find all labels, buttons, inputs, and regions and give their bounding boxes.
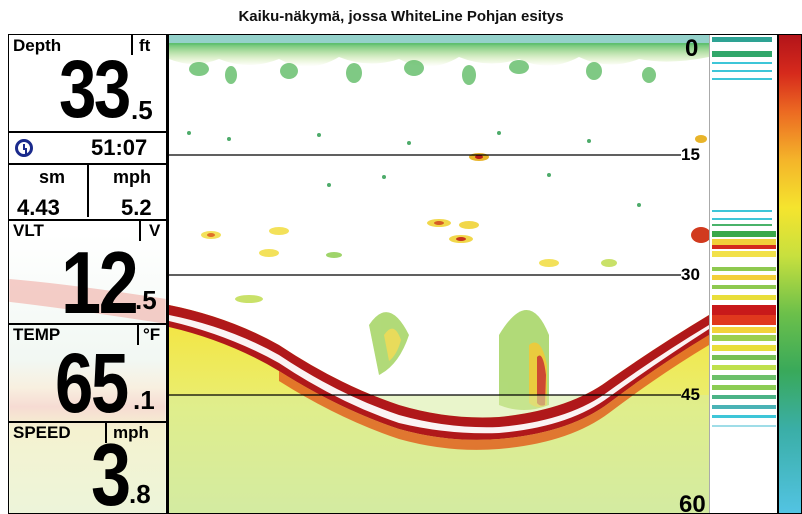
- sonar-chart: [169, 35, 709, 513]
- divider: [9, 163, 166, 165]
- time-value: 51:07: [91, 135, 148, 160]
- divider: [9, 323, 166, 325]
- surface-clutter: [169, 43, 709, 67]
- fish-arches: [201, 135, 709, 303]
- depth-tick-60: 60: [679, 491, 706, 514]
- voltage-unit: V: [149, 221, 161, 240]
- depth-tick-0: 0: [685, 35, 699, 62]
- speed-value: 3: [91, 425, 131, 514]
- speed-label: SPEED: [13, 423, 71, 442]
- speed-small-value: 5.2: [121, 195, 152, 220]
- depth-value: 33: [59, 44, 131, 135]
- divider: [9, 131, 166, 133]
- divider: [87, 165, 89, 217]
- speed-decimal: .8: [129, 479, 151, 509]
- speed-unit: mph: [113, 423, 149, 442]
- depth-unit: ft: [139, 36, 151, 55]
- voltage-decimal: .5: [135, 285, 157, 315]
- color-palette-bar: [777, 35, 801, 513]
- clock-icon: [15, 139, 33, 157]
- depth-label: Depth: [13, 36, 62, 55]
- structure-returns: [369, 310, 549, 410]
- depth-tick-15: 15: [681, 145, 700, 164]
- depth-tick-30: 30: [681, 265, 700, 284]
- temperature-unit: °F: [143, 325, 161, 344]
- image-caption: Kaiku-näkymä, jossa WhiteLine Pohjan esi…: [238, 8, 564, 25]
- divider: [131, 35, 133, 55]
- distance-value: 4.43: [17, 195, 60, 220]
- bottom-return: [169, 305, 709, 440]
- divider: [9, 421, 166, 423]
- temperature-value: 65: [55, 336, 129, 430]
- a-scope: [709, 35, 778, 513]
- temperature-decimal: .1: [133, 385, 155, 415]
- speed-small-unit: mph: [113, 167, 151, 187]
- divider: [105, 423, 107, 443]
- divider: [139, 221, 141, 241]
- depth-decimal: .5: [131, 95, 153, 125]
- sonar-display: Depth ft 33 .5 51:07 sm mph 4.43 5.2 VLT…: [8, 34, 802, 514]
- voltage-value: 12: [61, 233, 139, 332]
- divider: [137, 325, 139, 345]
- voltage-label: VLT: [13, 221, 44, 240]
- readout-panel: Depth ft 33 .5 51:07 sm mph 4.43 5.2 VLT…: [9, 35, 169, 513]
- panel-sonar-ghost: [9, 234, 166, 513]
- divider: [9, 219, 166, 221]
- depth-tick-45: 45: [681, 385, 700, 404]
- depth-gridlines: [169, 154, 681, 396]
- temperature-label: TEMP: [13, 325, 61, 344]
- distance-unit: sm: [39, 167, 66, 187]
